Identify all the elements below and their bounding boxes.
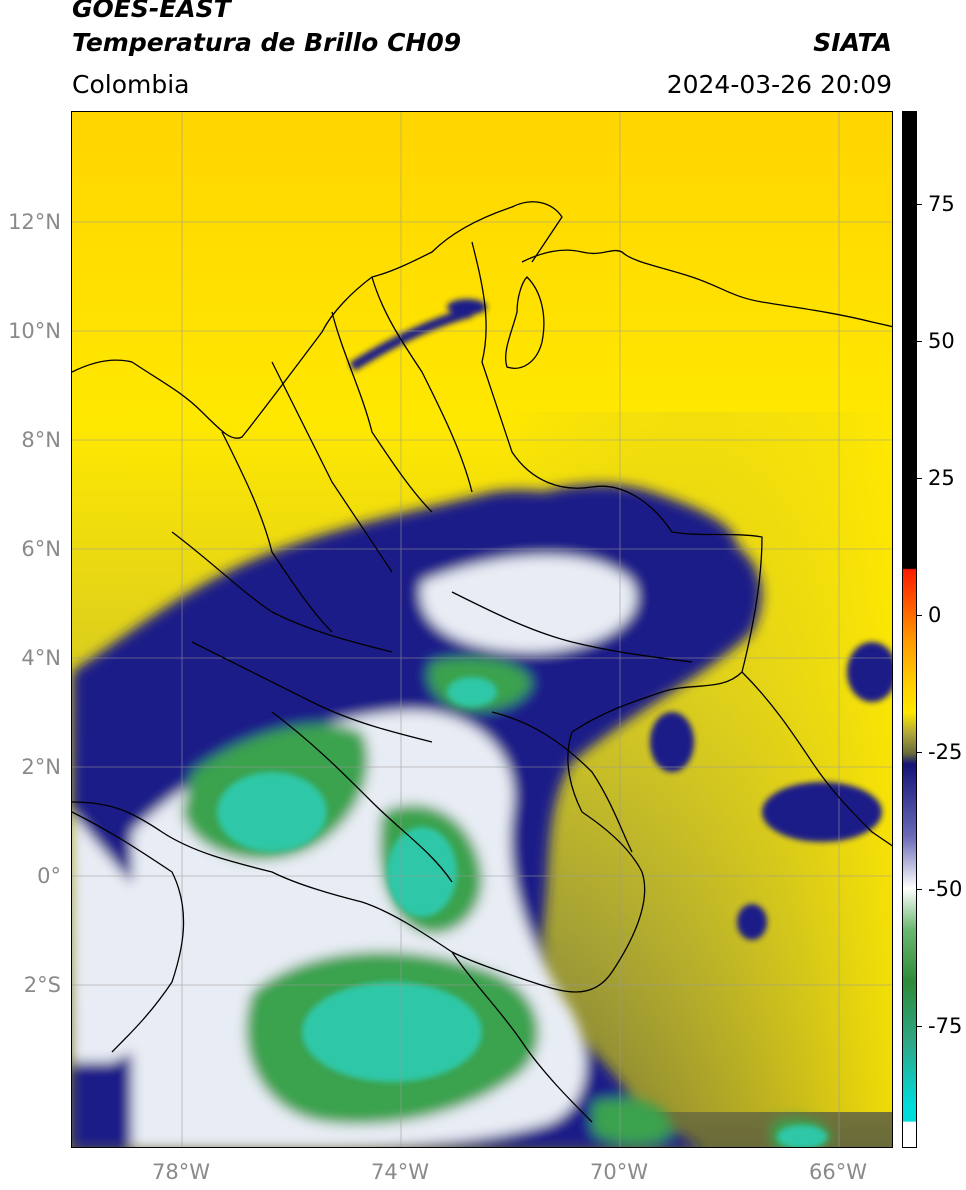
cloud-green-5 <box>592 1098 672 1145</box>
storm-1 <box>650 712 694 772</box>
colorbar-label-minus25: -25 <box>928 740 963 764</box>
cloud-white-2 <box>420 555 636 652</box>
department-6 <box>191 641 433 743</box>
graticule <box>72 112 892 1147</box>
cloud-cores <box>217 677 827 1147</box>
brightness-temperature-map <box>71 111 893 1148</box>
colorbar-label-50: 50 <box>928 329 955 353</box>
storm-4 <box>847 642 892 702</box>
department-9 <box>491 711 633 853</box>
brazil-venezuela-border <box>741 671 892 847</box>
department-5 <box>171 531 393 653</box>
lat-label-2n: 2°N <box>21 755 61 779</box>
cloud-white-3 <box>72 812 184 1062</box>
colorbar-label-minus50: -50 <box>928 877 963 901</box>
lon-label-78w: 78°W <box>152 1160 210 1184</box>
colorbar-label-25: 25 <box>928 466 955 490</box>
department-4 <box>371 276 473 493</box>
lat-label-2s: 2°S <box>23 973 61 997</box>
cloud-teal-4 <box>447 677 497 707</box>
colorbar-tick-minus25 <box>917 752 922 753</box>
product-title: Temperatura de Brillo CH09 <box>72 28 462 57</box>
datetime-label: 2024-03-26 20:09 <box>666 70 892 99</box>
colorbar-tick-minus50 <box>917 889 922 890</box>
colorbar-tick-50 <box>917 341 922 342</box>
organization-label: SIATA <box>813 28 892 57</box>
department-2 <box>271 361 393 573</box>
colorbar-tick-25 <box>917 478 922 479</box>
colombia-peru-border <box>72 801 453 953</box>
colorbar-label-0: 0 <box>928 603 942 627</box>
storm-3 <box>737 904 767 940</box>
colombia-venezuela-border <box>471 241 763 813</box>
department-7 <box>271 711 453 883</box>
temperature-colorbar <box>902 111 917 1148</box>
lon-label-70w: 70°W <box>590 1160 648 1184</box>
colombia-brazil-border <box>451 811 646 993</box>
lat-label-12n: 12°N <box>8 210 61 234</box>
lon-label-74w: 74°W <box>371 1160 429 1184</box>
caribbean-coast <box>72 201 563 439</box>
department-8 <box>451 591 693 663</box>
storm-2 <box>762 782 882 842</box>
ecuador-border <box>72 811 185 1053</box>
isolated-storms <box>349 299 892 940</box>
lat-label-10n: 10°N <box>8 319 61 343</box>
lat-label-4n: 4°N <box>21 646 61 670</box>
storm-streak <box>349 307 474 372</box>
cloud-teal-2 <box>387 827 457 917</box>
colorbar-tick-75 <box>917 204 922 205</box>
region-label: Colombia <box>72 70 190 99</box>
lake-maracaibo <box>505 276 545 369</box>
lat-label-0: 0° <box>37 864 61 888</box>
venezuela-coast <box>521 249 892 328</box>
lat-label-6n: 6°N <box>21 537 61 561</box>
colorbar-tick-minus75 <box>917 1026 922 1027</box>
department-1 <box>221 431 333 633</box>
cloud-teal-3 <box>302 982 482 1082</box>
peru-brazil-border <box>451 951 593 1123</box>
colorbar-label-minus75: -75 <box>928 1014 963 1038</box>
coastlines-and-borders <box>72 201 892 1123</box>
satellite-title: GOES-EAST <box>72 0 231 23</box>
cloud-teal-5 <box>777 1125 827 1147</box>
lat-label-8n: 8°N <box>21 428 61 452</box>
colorbar-tick-0 <box>917 615 922 616</box>
colorbar-label-75: 75 <box>928 192 955 216</box>
lon-label-66w: 66°W <box>809 1160 867 1184</box>
department-3 <box>331 311 433 513</box>
cloud-teal-1 <box>217 772 327 852</box>
